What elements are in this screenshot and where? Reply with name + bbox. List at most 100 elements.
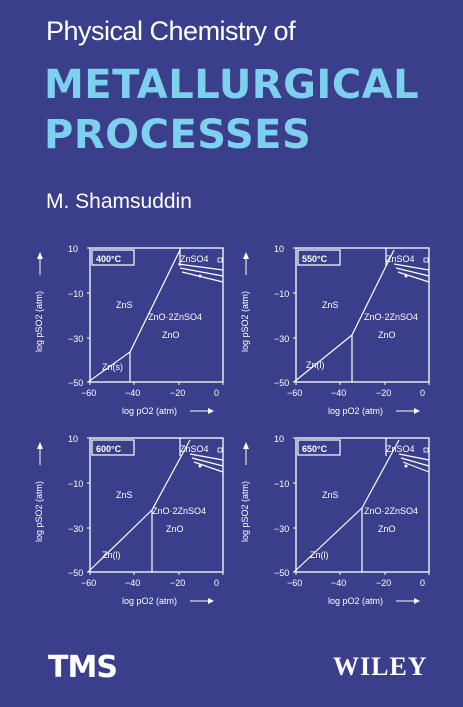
- y-tick-label: −30: [68, 334, 83, 344]
- x-tick-label: −20: [376, 388, 391, 398]
- x-axis-label: log pO2 (atm): [122, 596, 177, 606]
- zno-lower-boundary-line: [397, 271, 430, 283]
- temperature-label: 400°C: [96, 254, 122, 264]
- plot-frame: [89, 437, 224, 573]
- temperature-label: 550°C: [302, 254, 328, 264]
- znso4-label: ZnSO4: [180, 254, 209, 264]
- znso4-zno2znso4-boundary-line: [177, 263, 224, 271]
- znso4-zno2znso4-boundary-line: [398, 453, 430, 461]
- znso4-zno2znso4-boundary-line: [393, 263, 430, 271]
- zn-boundary-line: [87, 508, 153, 573]
- phase-diagram-400c: 400°C ZnSO4 ZnS ZnO·2ZnSO4 ZnO Zn(s) −60 −40 −20…: [30, 240, 240, 428]
- zno-label: ZnO: [378, 330, 396, 340]
- zno-2znso4-label: ZnO·2ZnSO4: [152, 506, 206, 516]
- data-point: [198, 464, 202, 468]
- temperature-label: 600°C: [96, 444, 122, 454]
- phase-diagram-plot: 550°C ZnSO4 ZnS ZnO·2ZnSO4 ZnO Zn(l) −60 −40 −20…: [240, 244, 430, 416]
- x-tick-label: 0: [420, 578, 425, 588]
- temperature-box: [297, 439, 341, 456]
- wiley-logo: WILEY: [333, 652, 428, 681]
- y-tick-label: −50: [68, 378, 83, 388]
- plot-frame: [295, 247, 430, 383]
- zns-label: ZnS: [116, 300, 133, 310]
- zns-zno-boundary-line: [351, 249, 395, 336]
- phase-diagram-600c: 600°C ZnSO4 ZnS ZnO·2ZnSO4 ZnO Zn(l) −60 −40 −20…: [30, 430, 240, 618]
- x-axis-arrowhead: [414, 598, 420, 604]
- plot-frame: [89, 247, 224, 383]
- tms-logo: TMS: [48, 650, 118, 685]
- x-tick-label: −40: [331, 578, 346, 588]
- y-tick-label: −30: [274, 524, 289, 534]
- y-axis-label: log pSO2 (atm): [240, 481, 250, 542]
- y-axis-arrowhead: [243, 442, 249, 449]
- y-tick-label: −30: [274, 334, 289, 344]
- x-axis-arrowhead: [208, 408, 214, 414]
- znso4-zno2znso4-boundary-line: [189, 453, 224, 461]
- y-tick-label: −10: [274, 289, 289, 299]
- phase-diagram-plot: 600°C ZnSO4 ZnS ZnO·2ZnSO4 ZnO Zn(l) −60 −40 −20…: [34, 434, 224, 606]
- y-tick-label: −10: [68, 479, 83, 489]
- phase-diagram-550c: 550°C ZnSO4 ZnS ZnO·2ZnSO4 ZnO Zn(l) −60 −40 −20…: [236, 240, 446, 428]
- znso4-label: ZnSO4: [180, 444, 209, 454]
- x-tick-label: −40: [125, 388, 140, 398]
- phase-diagram-plot: 400°C ZnSO4 ZnS ZnO·2ZnSO4 ZnO Zn(s) −60 −40 −20…: [34, 244, 224, 416]
- y-tick-label: 10: [68, 434, 78, 444]
- x-tick-label: −60: [287, 388, 302, 398]
- y-axis-arrowhead: [37, 442, 43, 449]
- data-marker: [217, 447, 223, 453]
- y-axis-label: log pSO2 (atm): [240, 291, 250, 352]
- zns-zno-boundary-line: [361, 439, 400, 509]
- zno2znso4-zno-boundary-line: [400, 457, 430, 467]
- zno-2znso4-label: ZnO·2ZnSO4: [148, 312, 202, 322]
- zno-label: ZnO: [378, 524, 396, 534]
- x-tick-label: −20: [376, 578, 391, 588]
- data-point: [198, 274, 202, 278]
- title-line-1: Physical Chemistry of: [46, 16, 296, 46]
- data-point: [404, 274, 408, 278]
- y-tick-label: −50: [274, 568, 289, 578]
- x-tick-label: −60: [81, 388, 96, 398]
- zns-zno-boundary-line: [129, 249, 181, 353]
- y-tick-label: −50: [68, 568, 83, 578]
- temperature-box: [297, 249, 341, 266]
- temperature-label: 650°C: [302, 444, 328, 454]
- y-tick-label: 10: [68, 244, 78, 254]
- zn-label: Zn(l): [102, 550, 121, 560]
- x-tick-label: −20: [170, 578, 185, 588]
- zn-label: Zn(s): [102, 362, 123, 372]
- znso4-label: ZnSO4: [386, 254, 415, 264]
- zn-boundary-line: [293, 506, 363, 573]
- x-axis-label: log pO2 (atm): [122, 406, 177, 416]
- x-tick-label: −20: [170, 388, 185, 398]
- y-tick-label: −30: [68, 524, 83, 534]
- zno-2znso4-label: ZnO·2ZnSO4: [364, 312, 418, 322]
- data-marker: [423, 447, 429, 453]
- data-point: [404, 464, 408, 468]
- y-axis-arrowhead: [243, 252, 249, 259]
- phase-diagram-plot: 650°C ZnSO4 ZnS ZnO·2ZnSO4 ZnO Zn(l) −60 −40 −20…: [240, 434, 430, 606]
- x-axis-arrowhead: [414, 408, 420, 414]
- y-tick-label: −10: [274, 479, 289, 489]
- y-axis-arrowhead: [37, 252, 43, 259]
- x-tick-label: 0: [214, 388, 219, 398]
- zno2znso4-zno-boundary-line: [395, 267, 430, 277]
- y-axis-label: log pSO2 (atm): [34, 481, 44, 542]
- title-line-2: METALLURGICAL: [44, 62, 420, 108]
- data-marker: [423, 257, 429, 263]
- zno-label: ZnO: [166, 524, 184, 534]
- x-tick-label: 0: [420, 388, 425, 398]
- zns-label: ZnS: [322, 300, 339, 310]
- x-axis-label: log pO2 (atm): [328, 406, 383, 416]
- y-tick-label: −10: [68, 289, 83, 299]
- title-line-3: PROCESSES: [44, 112, 312, 158]
- author-name: M. Shamsuddin: [46, 190, 192, 213]
- x-tick-label: 0: [214, 578, 219, 588]
- zno-2znso4-label: ZnO·2ZnSO4: [364, 506, 418, 516]
- zns-label: ZnS: [116, 490, 133, 500]
- temperature-box: [91, 249, 135, 266]
- y-axis-label: log pSO2 (atm): [34, 291, 44, 352]
- x-tick-label: −60: [81, 578, 96, 588]
- zn-label: Zn(l): [306, 360, 325, 370]
- zns-label: ZnS: [322, 490, 339, 500]
